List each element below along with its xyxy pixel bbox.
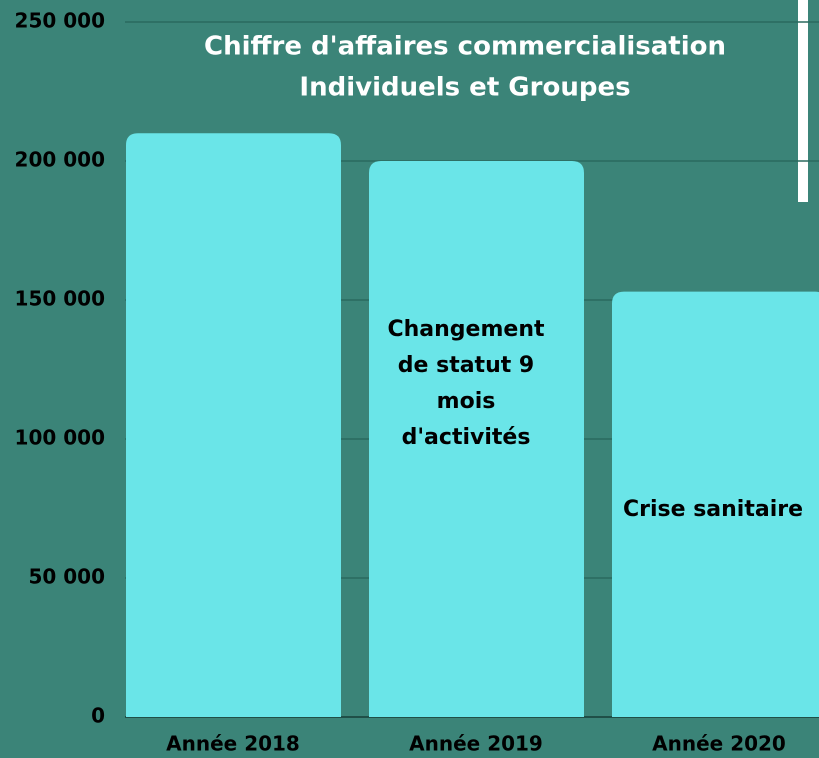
y-tick-label: 100 000 — [15, 426, 105, 450]
annotation: Changement — [387, 317, 544, 342]
chart-title: Individuels et Groupes — [299, 73, 630, 103]
bar — [126, 133, 341, 717]
chart-title: Chiffre d'affaires commercialisation — [204, 32, 726, 62]
annotation: de statut 9 — [398, 353, 534, 378]
bar — [369, 161, 584, 717]
bar — [612, 291, 819, 717]
y-tick-label: 150 000 — [15, 287, 105, 311]
x-tick-label: Année 2019 — [409, 732, 543, 756]
y-tick-label: 250 000 — [15, 9, 105, 33]
annotation: mois — [437, 389, 496, 414]
decoration-bar — [798, 0, 808, 202]
y-tick-label: 50 000 — [28, 565, 105, 589]
x-tick-label: Année 2018 — [166, 732, 300, 756]
y-tick-label: 200 000 — [15, 148, 105, 172]
annotation: d'activités — [402, 425, 531, 450]
y-tick-label: 0 — [91, 704, 105, 728]
annotation: Crise sanitaire — [623, 497, 803, 522]
x-tick-label: Année 2020 — [652, 732, 786, 756]
